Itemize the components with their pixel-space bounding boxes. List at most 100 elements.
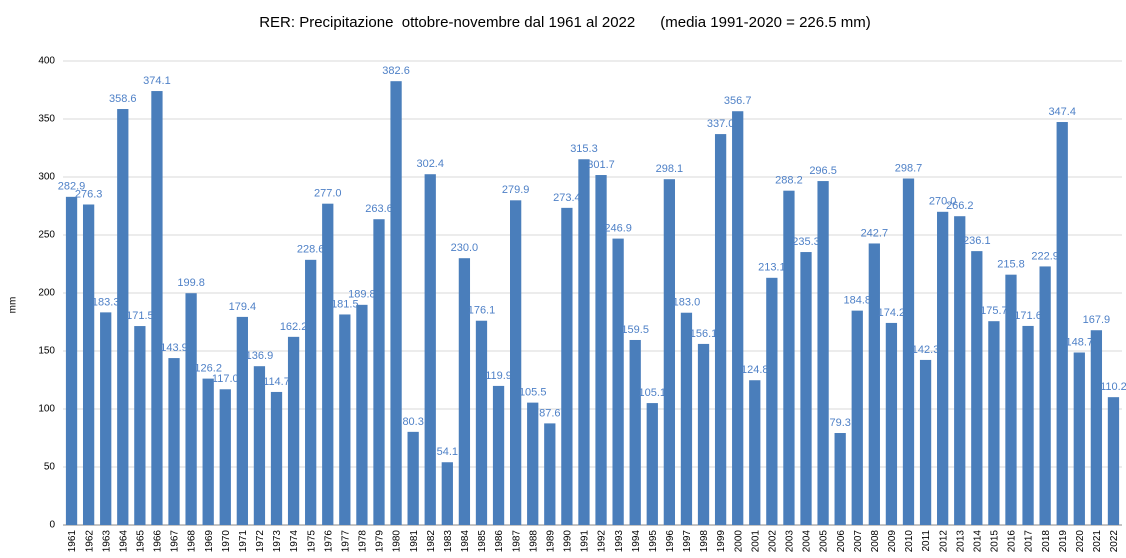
value-label: 347.4 (1048, 106, 1076, 118)
x-tick-label: 1996 (665, 530, 676, 553)
value-label: 80.3 (402, 416, 423, 428)
bar (117, 109, 129, 526)
value-label: 119.9 (485, 370, 512, 382)
bar (851, 310, 863, 525)
value-label: 337.0 (707, 118, 735, 130)
value-label: 298.1 (656, 163, 684, 175)
value-label: 266.2 (946, 200, 974, 212)
x-tick-label: 1997 (682, 530, 693, 553)
x-tick-label: 1993 (614, 530, 625, 553)
bar (680, 312, 693, 525)
value-label: 167.9 (1083, 314, 1111, 326)
x-tick-label: 1963 (101, 530, 112, 553)
value-label: 148.7 (1066, 336, 1094, 348)
x-tick-label: 2014 (972, 530, 983, 553)
bar (475, 320, 488, 525)
value-label: 298.7 (895, 162, 923, 174)
value-label: 356.7 (724, 95, 752, 107)
bar (100, 312, 112, 525)
x-tick-label: 1962 (84, 530, 95, 553)
value-label: 171.6 (1014, 310, 1042, 322)
value-label: 222.9 (1031, 250, 1059, 262)
x-tick-label: 2015 (990, 530, 1001, 553)
x-tick-label: 1999 (716, 530, 727, 553)
value-label: 179.4 (229, 301, 257, 313)
x-tick-label: 1998 (699, 530, 710, 553)
x-tick-label: 2018 (1041, 530, 1052, 553)
value-label: 124.8 (741, 364, 769, 376)
y-tick-label: 0 (49, 520, 55, 531)
bar (65, 196, 78, 525)
bar (544, 423, 556, 525)
x-tick-label: 1979 (375, 530, 386, 553)
bar (185, 293, 197, 525)
bar (937, 211, 949, 526)
value-label: 199.8 (177, 277, 205, 289)
x-tick-label: 2009 (887, 530, 898, 553)
value-label: 246.9 (604, 223, 632, 235)
value-label: 277.0 (314, 188, 342, 200)
value-label: 189.8 (348, 289, 376, 301)
bar (305, 259, 317, 525)
x-tick-label: 1968 (187, 530, 198, 553)
x-tick-label: 1973 (272, 530, 283, 553)
x-tick-label: 2003 (785, 530, 796, 553)
bar (253, 366, 266, 525)
x-tick-label: 1972 (255, 530, 266, 553)
value-label: 296.5 (809, 165, 837, 177)
value-label: 279.9 (502, 184, 530, 196)
bar (219, 389, 231, 525)
value-label: 302.4 (416, 158, 444, 170)
x-tick-label: 2013 (955, 530, 966, 553)
bar (595, 175, 607, 525)
bar (527, 402, 539, 525)
value-label: 105.1 (639, 387, 667, 399)
x-tick-label: 2004 (802, 530, 813, 553)
value-label: 184.8 (843, 295, 871, 307)
value-label: 87.6 (539, 407, 560, 419)
bar (424, 174, 436, 525)
x-tick-label: 2016 (1007, 530, 1018, 553)
y-tick-label: 200 (38, 288, 55, 299)
bar (954, 216, 966, 525)
bar (629, 339, 641, 525)
bar (561, 207, 573, 525)
x-tick-label: 1988 (528, 530, 539, 553)
bar (988, 321, 1000, 525)
y-tick-label: 400 (38, 56, 55, 67)
bar (766, 277, 778, 525)
x-tick-label: 1971 (238, 530, 249, 553)
bar (339, 314, 351, 525)
x-tick-label: 1976 (323, 530, 334, 553)
value-label: 263.6 (365, 203, 393, 215)
value-label: 374.1 (143, 75, 171, 87)
bar (578, 159, 590, 525)
x-tick-label: 2005 (819, 530, 830, 553)
value-label: 114.7 (263, 376, 290, 388)
bar (868, 243, 880, 525)
bar (971, 251, 983, 525)
value-label: 183.0 (673, 297, 701, 309)
bar (390, 81, 402, 526)
bar (322, 203, 334, 525)
value-label: 143.9 (160, 342, 188, 354)
bar (749, 380, 761, 525)
bar (373, 219, 385, 525)
value-label: 136.9 (246, 350, 274, 362)
bar (732, 111, 744, 525)
x-tick-label: 1991 (580, 530, 591, 553)
y-tick-label: 350 (38, 114, 55, 125)
chart-title: RER: Precipitazione ottobre-novembre dal… (259, 14, 871, 31)
value-label: 176.1 (468, 305, 496, 317)
value-label: 142.3 (912, 344, 940, 356)
value-label: 215.8 (997, 259, 1025, 271)
value-label: 175.7 (980, 305, 1008, 317)
bar (783, 190, 795, 526)
x-tick-label: 1961 (67, 530, 78, 553)
value-label: 301.7 (587, 159, 615, 171)
x-tick-label: 2022 (1109, 530, 1120, 553)
bar (817, 181, 829, 525)
y-tick-label: 250 (38, 230, 55, 241)
bar (441, 462, 453, 525)
bar (492, 385, 505, 525)
